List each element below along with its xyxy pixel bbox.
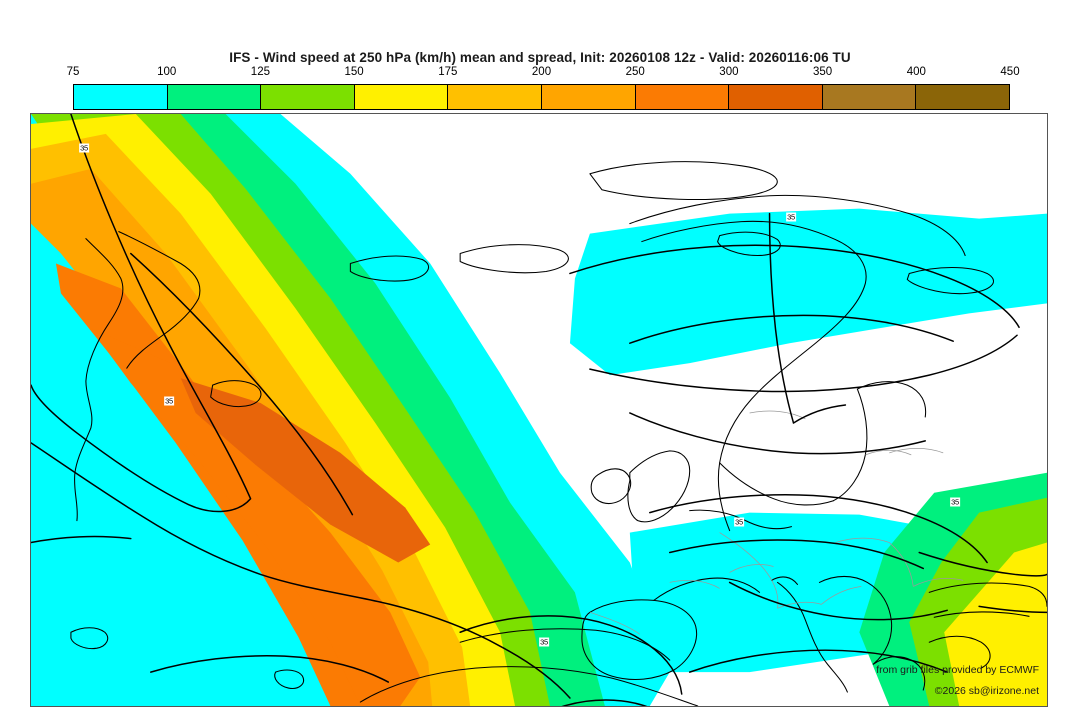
map-canvas xyxy=(31,114,1047,706)
colorbar-segment-125-150 xyxy=(261,85,355,109)
colorbar-segment-200-250 xyxy=(541,85,636,109)
colorbar-tick-125: 125 xyxy=(250,66,270,78)
contour-label: 35 xyxy=(539,637,549,647)
colorbar-segment-300-350 xyxy=(729,85,823,109)
colorbar-segment-75-100 xyxy=(74,85,168,109)
map-panel[interactable]: 35 35 35 35 35 35 from grib files provid… xyxy=(30,113,1048,707)
colorbar-ticks: 75 100 125 150 175 200 250 300 350 400 450 xyxy=(67,66,1020,82)
contour-label: 35 xyxy=(734,517,744,527)
spread-contours xyxy=(31,114,1047,706)
country-borders xyxy=(589,410,964,635)
contour-label: 35 xyxy=(950,497,960,507)
fill-jet-core xyxy=(180,378,431,563)
contour-label: 35 xyxy=(786,212,796,222)
fill-75-100-scandinavia xyxy=(569,208,1047,376)
contour-label: 35 xyxy=(164,396,174,406)
colorbar-tick-200: 200 xyxy=(531,66,552,78)
colorbar-segment-400-450 xyxy=(916,85,1009,109)
page-title: IFS - Wind speed at 250 hPa (km/h) mean … xyxy=(229,50,851,65)
colorbar-segment-175-200 xyxy=(448,85,542,109)
colorbar-gradient xyxy=(73,84,1010,110)
fill-250-300-core xyxy=(90,328,421,706)
attribution-source: from grib files provided by ECMWF xyxy=(876,664,1039,676)
colorbar-segment-250-300 xyxy=(635,85,730,109)
fill-150-175-east xyxy=(944,542,1047,706)
colorbar: 75 100 125 150 175 200 250 300 350 400 450 xyxy=(67,66,1020,110)
colorbar-segment-150-175 xyxy=(354,85,449,109)
colorbar-segment-350-400 xyxy=(822,85,917,109)
colorbar-tick-100: 100 xyxy=(157,66,177,78)
colorbar-tick-450: 450 xyxy=(1000,66,1020,78)
colorbar-tick-250: 250 xyxy=(625,66,645,78)
colorbar-segment-100-125 xyxy=(167,85,262,109)
colorbar-tick-400: 400 xyxy=(906,66,926,78)
colorbar-tick-350: 350 xyxy=(813,66,833,78)
colorbar-tick-175: 175 xyxy=(438,66,458,78)
colorbar-tick-150: 150 xyxy=(344,66,364,78)
attribution-copyright: ©2026 sb@irizone.net xyxy=(934,685,1039,697)
colorbar-tick-75: 75 xyxy=(66,66,80,78)
contour-label: 35 xyxy=(79,143,89,153)
colorbar-tick-300: 300 xyxy=(719,66,739,78)
